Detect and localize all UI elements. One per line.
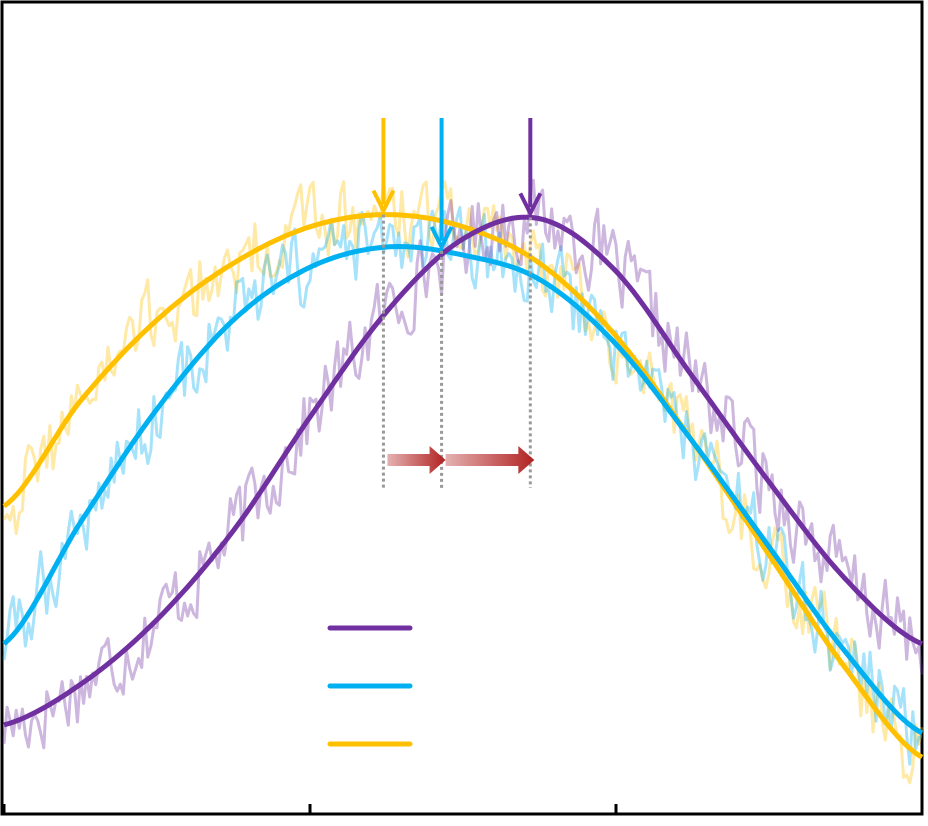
x-axis-ticks [2, 804, 924, 814]
fit-curve-2 [2, 212, 924, 760]
peak-arrow-head-0 [518, 192, 543, 218]
peak-shift-arrow-1 [445, 446, 535, 474]
fitted-curves [2, 212, 924, 760]
peak-arrow-head-2 [371, 189, 396, 216]
legend [327, 625, 413, 747]
noisy-trace-1 [2, 206, 923, 766]
peak-markers [371, 118, 543, 474]
fit-curve-1 [2, 244, 924, 736]
fit-curve-0 [3, 214, 924, 728]
peak-arrow-head-1 [429, 225, 454, 252]
peak-shift-arrow-0 [387, 446, 446, 474]
noisy-trace-2 [2, 178, 924, 785]
